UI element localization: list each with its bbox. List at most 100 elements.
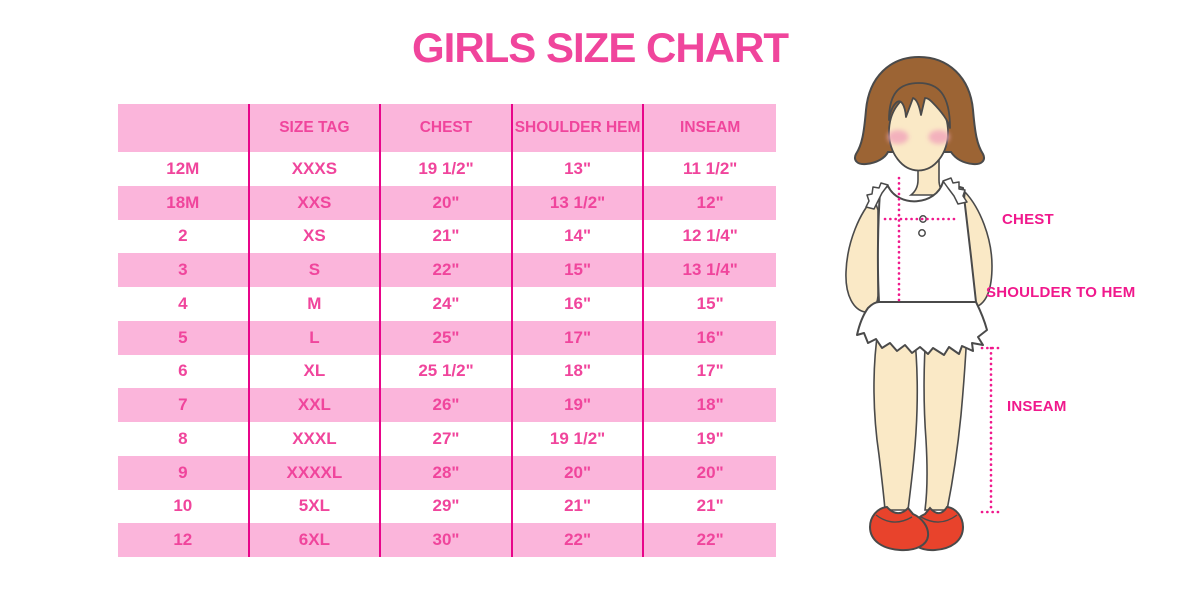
shoulder-to-hem-measure-label: SHOULDER TO HEM	[986, 284, 1136, 301]
shoe-left	[868, 505, 930, 552]
shoe-strap-right	[920, 514, 958, 523]
cell-shoulder-hem: 19 1/2"	[513, 422, 645, 456]
cell-shoulder-hem: 22"	[513, 523, 645, 557]
cell-inseam: 17"	[696, 361, 724, 381]
cell-chest: 30"	[381, 523, 513, 557]
table-row: 8 XXXL 27" 19 1/2" 19"	[118, 422, 776, 456]
shoe-strap-left	[875, 514, 913, 523]
top-bodice	[876, 181, 977, 303]
cell-chest: 21"	[381, 219, 513, 254]
cell-chest: 26"	[381, 388, 513, 422]
table-row: 5 L 25" 17" 16"	[118, 320, 776, 355]
cell-shoulder-hem: 13 1/2"	[513, 185, 645, 220]
size-table: SIZE TAG CHEST SHOULDER HEM INSEAM 12M X…	[118, 104, 776, 557]
cell-chest: 25 1/2"	[381, 354, 513, 389]
cell-shoulder-hem: 19"	[513, 388, 645, 422]
header-cell-blank	[118, 104, 250, 152]
cell-shoulder-hem: 15"	[513, 253, 645, 287]
cell-size-tag: 5XL	[250, 489, 382, 524]
cell-size-tag: XXXS	[250, 152, 382, 186]
cell-inseam: 16"	[696, 327, 724, 347]
cell-shoulder-hem: 17"	[513, 320, 645, 355]
cell-chest: 24"	[381, 287, 513, 321]
cell-size-tag: XXXL	[250, 422, 382, 456]
cell-size: 2	[118, 219, 250, 254]
cell-size-tag: XL	[250, 354, 382, 389]
header-cell-chest: CHEST	[381, 104, 513, 152]
cell-size: 12	[118, 523, 250, 557]
page-title: GIRLS SIZE CHART	[411, 24, 789, 71]
cell-size: 18M	[118, 185, 250, 220]
cell-chest: 19 1/2"	[381, 152, 513, 186]
table-row: 6 XL 25 1/2" 18" 17"	[118, 354, 776, 389]
girl-figure-drawing	[845, 55, 1002, 552]
cell-inseam: 13 1/4"	[682, 260, 738, 280]
table-row: 12M XXXS 19 1/2" 13" 11 1/2"	[118, 152, 776, 186]
table-row: 7 XXL 26" 19" 18"	[118, 388, 776, 422]
cell-size-tag: XXL	[250, 388, 382, 422]
cell-size-tag: XS	[250, 219, 382, 254]
header-cell-inseam: INSEAM	[680, 119, 741, 136]
cell-chest: 20"	[381, 185, 513, 220]
shoulder-ruffle-right	[942, 177, 968, 205]
cell-chest: 29"	[381, 489, 513, 524]
cell-inseam: 12 1/4"	[682, 226, 738, 246]
leg-left	[873, 329, 919, 511]
cell-chest: 22"	[381, 253, 513, 287]
table-row: 18M XXS 20" 13 1/2" 12"	[118, 185, 776, 220]
cell-shoulder-hem: 20"	[513, 455, 645, 490]
table-row: 4 M 24" 16" 15"	[118, 287, 776, 321]
table-row: 12 6XL 30" 22" 22"	[118, 523, 776, 557]
cell-chest: 28"	[381, 455, 513, 490]
cell-size-tag: XXS	[250, 185, 382, 220]
cheek-right	[928, 130, 950, 144]
cell-size: 10	[118, 489, 250, 524]
cell-shoulder-hem: 16"	[513, 287, 645, 321]
cell-shoulder-hem: 13"	[513, 152, 645, 186]
inseam-measure-label: INSEAM	[1007, 398, 1067, 415]
cell-size-tag: XXXXL	[250, 455, 382, 490]
cell-inseam: 21"	[696, 496, 724, 516]
cell-size-tag: 6XL	[250, 523, 382, 557]
cell-size-tag: S	[250, 253, 382, 287]
cell-inseam: 15"	[696, 293, 724, 313]
cell-inseam: 18"	[696, 395, 724, 415]
header-cell-size-tag: SIZE TAG	[250, 104, 382, 152]
cell-inseam: 11 1/2"	[682, 158, 738, 178]
cell-size: 12M	[118, 152, 250, 186]
cell-chest: 25"	[381, 320, 513, 355]
arm-left	[845, 196, 879, 313]
cell-inseam: 12"	[696, 192, 724, 212]
cell-shoulder-hem: 14"	[513, 219, 645, 254]
cell-size: 8	[118, 422, 250, 456]
table-row: 2 XS 21" 14" 12 1/4"	[118, 219, 776, 254]
table-row: 3 S 22" 15" 13 1/4"	[118, 253, 776, 287]
chest-measure-label: CHEST	[1002, 211, 1054, 228]
cell-size: 5	[118, 320, 250, 355]
cheek-left	[887, 130, 909, 144]
cell-chest: 27"	[381, 422, 513, 456]
header-cell-shoulder-hem: SHOULDER HEM	[513, 104, 645, 152]
table-row: 9 XXXXL 28" 20" 20"	[118, 455, 776, 490]
cell-size-tag: M	[250, 287, 382, 321]
shoulder-ruffle-left	[865, 182, 889, 210]
button-bottom	[918, 229, 926, 237]
cell-size: 6	[118, 354, 250, 389]
cell-inseam: 19"	[696, 428, 724, 448]
cell-shoulder-hem: 21"	[513, 489, 645, 524]
cell-size: 7	[118, 388, 250, 422]
cell-inseam: 20"	[696, 462, 724, 482]
bangs	[888, 82, 951, 129]
cell-inseam: 22"	[696, 530, 724, 550]
cell-size-tag: L	[250, 320, 382, 355]
table-row: 10 5XL 29" 21" 21"	[118, 489, 776, 524]
cell-size: 3	[118, 253, 250, 287]
girl-illustration: CHEST SHOULDER TO HEM INSEAM	[820, 40, 1180, 580]
cell-shoulder-hem: 18"	[513, 354, 645, 389]
skirt	[856, 301, 988, 356]
table-header-row: SIZE TAG CHEST SHOULDER HEM INSEAM	[118, 104, 776, 152]
leg-right	[923, 329, 968, 511]
cell-size: 9	[118, 455, 250, 490]
cell-size: 4	[118, 287, 250, 321]
